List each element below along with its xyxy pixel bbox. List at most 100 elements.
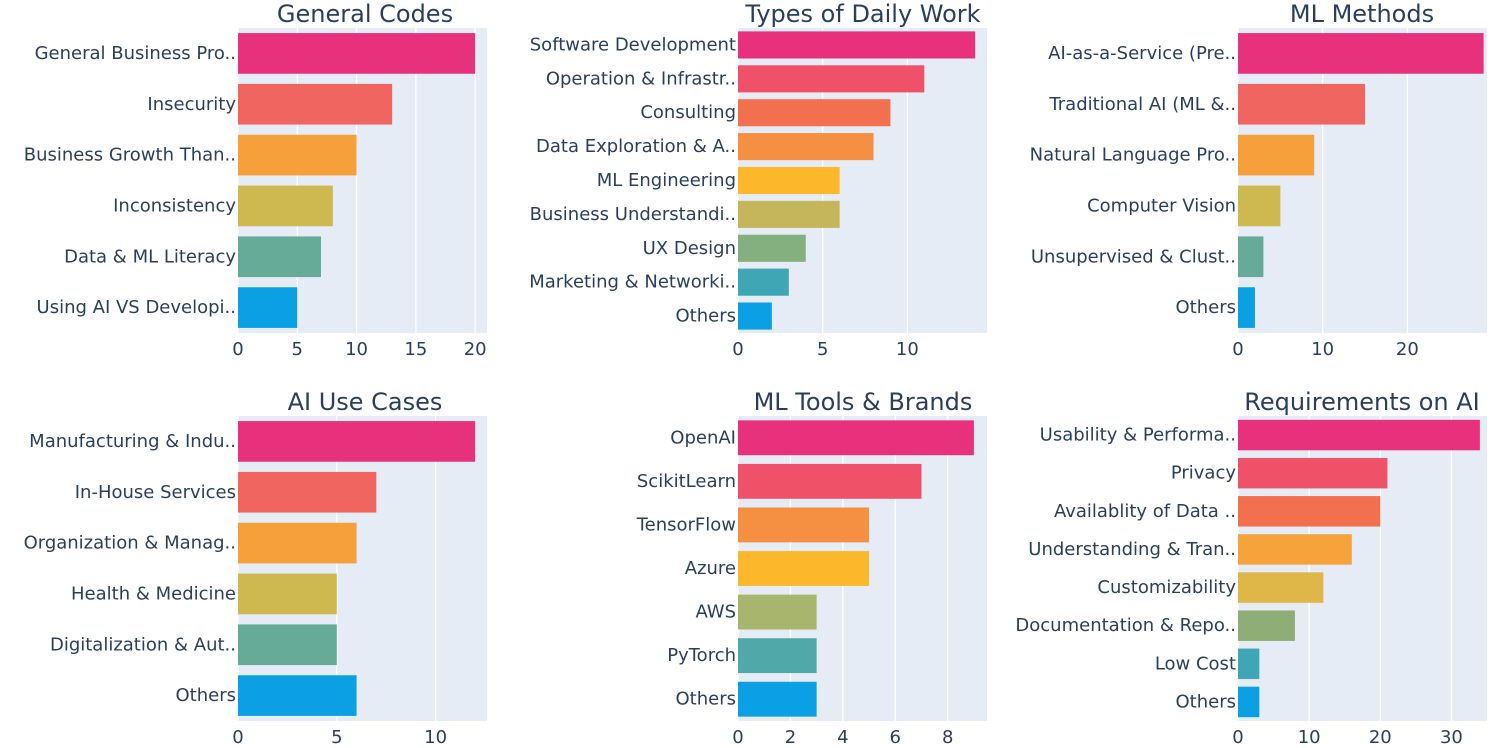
bar[interactable] — [238, 185, 333, 227]
chart-title: AI Use Cases — [288, 388, 443, 416]
x-tick-label: 0 — [232, 727, 243, 748]
category-label: Consulting — [640, 102, 736, 123]
x-tick-label: 20 — [1396, 339, 1419, 360]
bar[interactable] — [738, 234, 806, 262]
category-label: Others — [1176, 297, 1237, 318]
bar[interactable] — [738, 302, 772, 330]
x-tick-label: 10 — [896, 339, 919, 360]
bar[interactable] — [1238, 83, 1366, 125]
x-tick-label: 15 — [404, 339, 427, 360]
bar[interactable] — [1238, 457, 1388, 489]
x-tick-label: 5 — [292, 339, 303, 360]
category-label: Traditional AI (ML &.. — [1048, 94, 1236, 115]
category-label: Others — [176, 685, 237, 706]
bar[interactable] — [238, 83, 393, 125]
category-label: Manufacturing & Indu.. — [29, 431, 236, 452]
category-label: In-House Services — [75, 482, 236, 503]
x-tick-label: 10 — [1298, 727, 1321, 748]
x-tick-label: 6 — [890, 727, 901, 748]
category-label: Privacy — [1171, 463, 1237, 484]
x-tick-label: 8 — [942, 727, 953, 748]
bar[interactable] — [238, 624, 337, 666]
x-tick-label: 20 — [1369, 727, 1392, 748]
category-label: Organization & Manag.. — [24, 533, 236, 554]
x-tick-label: 30 — [1440, 727, 1463, 748]
bar[interactable] — [1238, 33, 1484, 74]
bar[interactable] — [238, 675, 357, 716]
x-tick-label: 10 — [345, 339, 368, 360]
bar[interactable] — [738, 507, 870, 543]
x-tick-label: 10 — [1311, 339, 1334, 360]
bar[interactable] — [738, 31, 976, 59]
category-label: Others — [676, 689, 737, 710]
bar[interactable] — [238, 33, 476, 74]
bar[interactable] — [1238, 648, 1260, 680]
bar[interactable] — [738, 420, 974, 456]
bar[interactable] — [238, 421, 476, 462]
bar[interactable] — [238, 134, 357, 176]
bar[interactable] — [238, 522, 357, 564]
category-label: Data & ML Literacy — [64, 246, 236, 267]
x-tick-label: 0 — [732, 727, 743, 748]
x-tick-label: 0 — [1232, 727, 1243, 748]
category-label: Customizability — [1097, 577, 1236, 598]
bar[interactable] — [1238, 419, 1480, 451]
x-tick-label: 0 — [732, 339, 743, 360]
bar[interactable] — [238, 287, 298, 328]
bar[interactable] — [1238, 185, 1281, 227]
chart-title: Requirements on AI — [1244, 388, 1480, 416]
bar[interactable] — [738, 65, 925, 93]
category-label: UX Design — [643, 238, 736, 259]
bar[interactable] — [238, 236, 321, 278]
category-label: Others — [676, 306, 737, 327]
x-tick-label: 0 — [1232, 339, 1243, 360]
category-label: Marketing & Networki.. — [529, 272, 736, 293]
category-label: Documentation & Repo.. — [1015, 615, 1236, 636]
bar[interactable] — [1238, 686, 1260, 718]
category-label: TensorFlow — [636, 514, 736, 535]
category-label: ScikitLearn — [637, 471, 736, 492]
bar[interactable] — [738, 551, 870, 586]
x-tick-label: 20 — [464, 339, 487, 360]
bar[interactable] — [1238, 134, 1315, 176]
bar[interactable] — [1238, 572, 1324, 603]
bar[interactable] — [1238, 534, 1352, 565]
category-label: Computer Vision — [1087, 195, 1236, 216]
plot-background — [1238, 28, 1487, 333]
category-label: Data Exploration & A.. — [536, 136, 736, 157]
bar[interactable] — [238, 471, 377, 513]
category-label: Availablity of Data .. — [1054, 501, 1236, 522]
bar[interactable] — [738, 268, 789, 296]
category-label: Understanding & Tran.. — [1028, 539, 1236, 560]
bar[interactable] — [1238, 287, 1255, 328]
category-label: AWS — [695, 602, 736, 623]
category-label: General Business Pro.. — [35, 43, 236, 64]
bar[interactable] — [738, 638, 817, 674]
category-label: Azure — [685, 558, 736, 579]
category-label: Software Development — [530, 34, 736, 55]
bar[interactable] — [738, 594, 817, 630]
category-label: OpenAI — [670, 427, 736, 448]
category-label: Inconsistency — [113, 195, 236, 216]
chart-title: ML Methods — [1290, 0, 1434, 28]
bar[interactable] — [738, 166, 840, 195]
chart-title: ML Tools & Brands — [754, 388, 973, 416]
bar[interactable] — [738, 463, 922, 499]
bar[interactable] — [238, 573, 337, 615]
category-label: PyTorch — [667, 645, 736, 666]
bar[interactable] — [738, 200, 840, 228]
bar[interactable] — [738, 133, 874, 161]
x-tick-label: 5 — [331, 727, 342, 748]
bar[interactable] — [738, 681, 817, 717]
bar[interactable] — [1238, 236, 1264, 278]
plot-background — [238, 28, 487, 333]
category-label: Business Growth Than.. — [24, 145, 236, 166]
category-label: AI-as-a-Service (Pre.. — [1048, 43, 1236, 64]
bar[interactable] — [1238, 496, 1381, 527]
bar[interactable] — [738, 99, 891, 127]
chart-title: Types of Daily Work — [744, 0, 980, 28]
category-label: Insecurity — [147, 94, 236, 115]
x-tick-label: 4 — [837, 727, 848, 748]
bar[interactable] — [1238, 610, 1295, 641]
